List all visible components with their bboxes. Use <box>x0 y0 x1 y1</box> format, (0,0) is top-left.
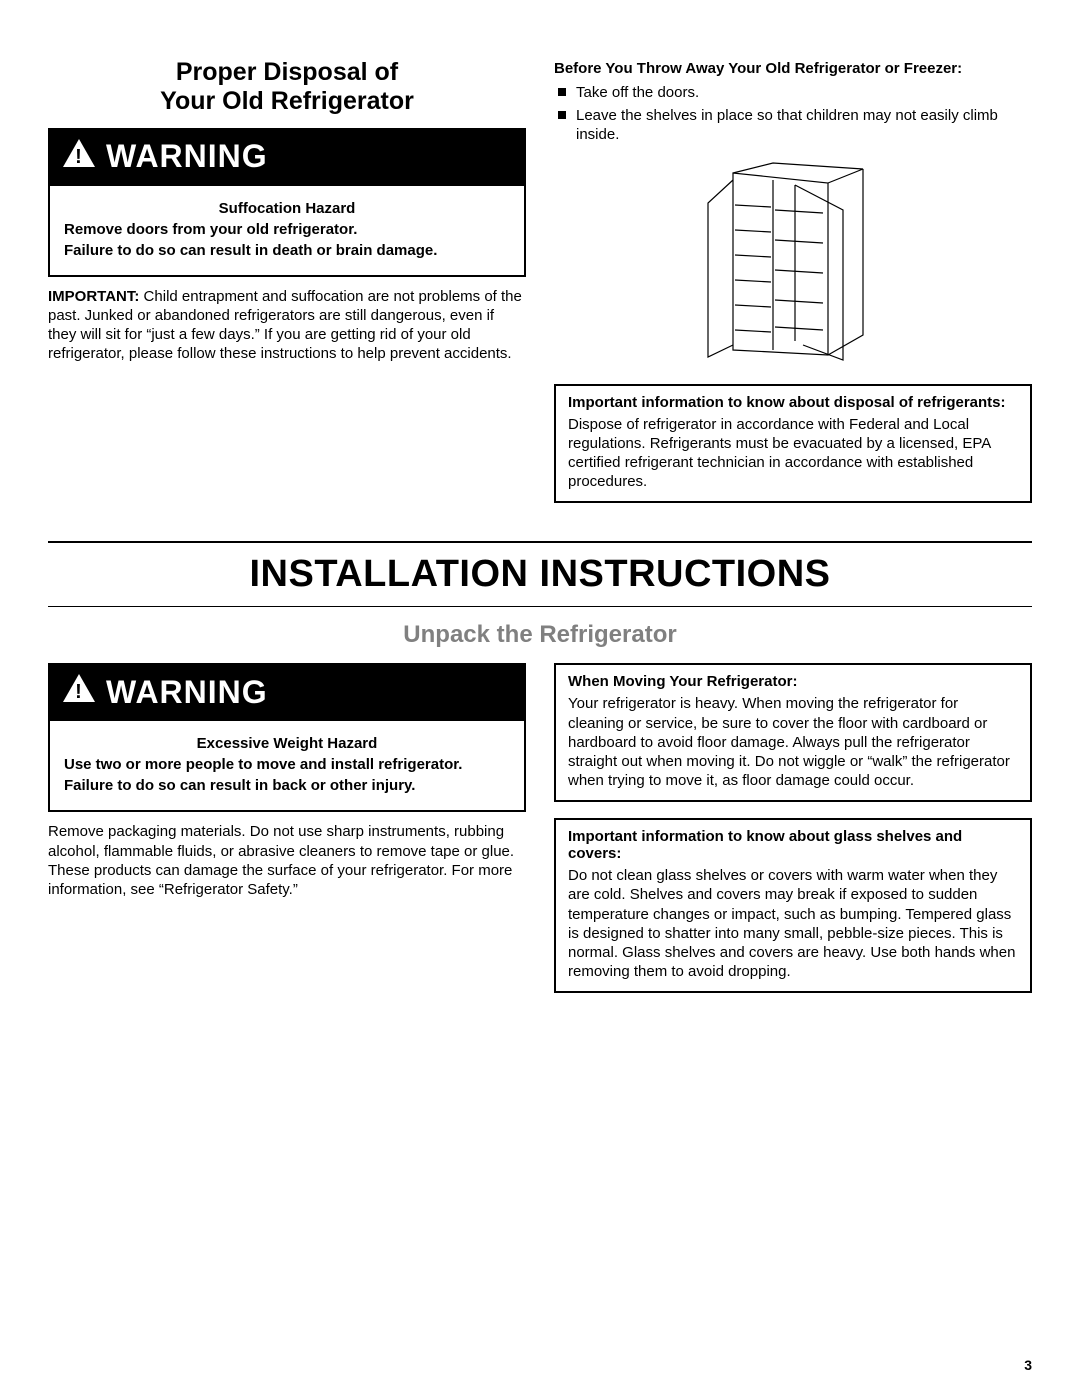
info-box-body: Do not clean glass shelves or covers wit… <box>568 866 1018 981</box>
list-item: Leave the shelves in place so that child… <box>554 106 1032 144</box>
info-box-title: Important information to know about disp… <box>568 394 1018 411</box>
moving-refrigerator-info-box: When Moving Your Refrigerator: Your refr… <box>554 663 1032 802</box>
warning-hazard-title: Suffocation Hazard <box>64 200 510 217</box>
important-label: IMPORTANT: <box>48 288 139 305</box>
disposal-section-title: Proper Disposal of Your Old Refrigerator <box>48 58 526 116</box>
info-box-body: Your refrigerator is heavy. When moving … <box>568 694 1018 790</box>
info-box-title: Important information to know about glas… <box>568 828 1018 862</box>
alert-triangle-icon: ! <box>62 138 96 176</box>
svg-text:!: ! <box>75 681 83 703</box>
before-throw-away-heading: Before You Throw Away Your Old Refrigera… <box>554 60 1032 77</box>
warning-header: ! WARNING <box>50 665 524 721</box>
section-divider-thin <box>48 606 1032 607</box>
warning-hazard-title: Excessive Weight Hazard <box>64 735 510 752</box>
refrigerant-disposal-info-box: Important information to know about disp… <box>554 384 1032 504</box>
warning-body: Suffocation Hazard Remove doors from you… <box>50 186 524 275</box>
unpack-subtitle: Unpack the Refrigerator <box>48 621 1032 649</box>
info-box-body: Dispose of refrigerator in accordance wi… <box>568 415 1018 492</box>
warning-line1: Use two or more people to move and insta… <box>64 756 510 773</box>
title-line2: Your Old Refrigerator <box>160 87 414 115</box>
alert-triangle-icon: ! <box>62 673 96 711</box>
glass-shelves-info-box: Important information to know about glas… <box>554 818 1032 993</box>
installation-instructions-title: INSTALLATION INSTRUCTIONS <box>48 553 1032 596</box>
warning-body: Excessive Weight Hazard Use two or more … <box>50 721 524 810</box>
title-line1: Proper Disposal of <box>176 58 398 86</box>
before-bullet-list: Take off the doors. Leave the shelves in… <box>554 83 1032 145</box>
list-item: Take off the doors. <box>554 83 1032 102</box>
warning-header: ! WARNING <box>50 130 524 186</box>
info-box-title: When Moving Your Refrigerator: <box>568 673 1018 690</box>
important-paragraph: IMPORTANT: Child entrapment and suffocat… <box>48 287 526 364</box>
svg-text:!: ! <box>75 146 83 168</box>
weight-warning-box: ! WARNING Excessive Weight Hazard Use tw… <box>48 663 526 812</box>
suffocation-warning-box: ! WARNING Suffocation Hazard Remove door… <box>48 128 526 277</box>
warning-label: WARNING <box>106 674 268 711</box>
warning-line2: Failure to do so can result in back or o… <box>64 777 510 794</box>
warning-line1: Remove doors from your old refrigerator. <box>64 221 510 238</box>
refrigerator-illustration <box>554 155 1032 370</box>
warning-line2: Failure to do so can result in death or … <box>64 242 510 259</box>
warning-label: WARNING <box>106 138 268 175</box>
unpack-body-text: Remove packaging materials. Do not use s… <box>48 822 526 899</box>
page-number: 3 <box>1024 1357 1032 1373</box>
section-divider-thick <box>48 541 1032 543</box>
